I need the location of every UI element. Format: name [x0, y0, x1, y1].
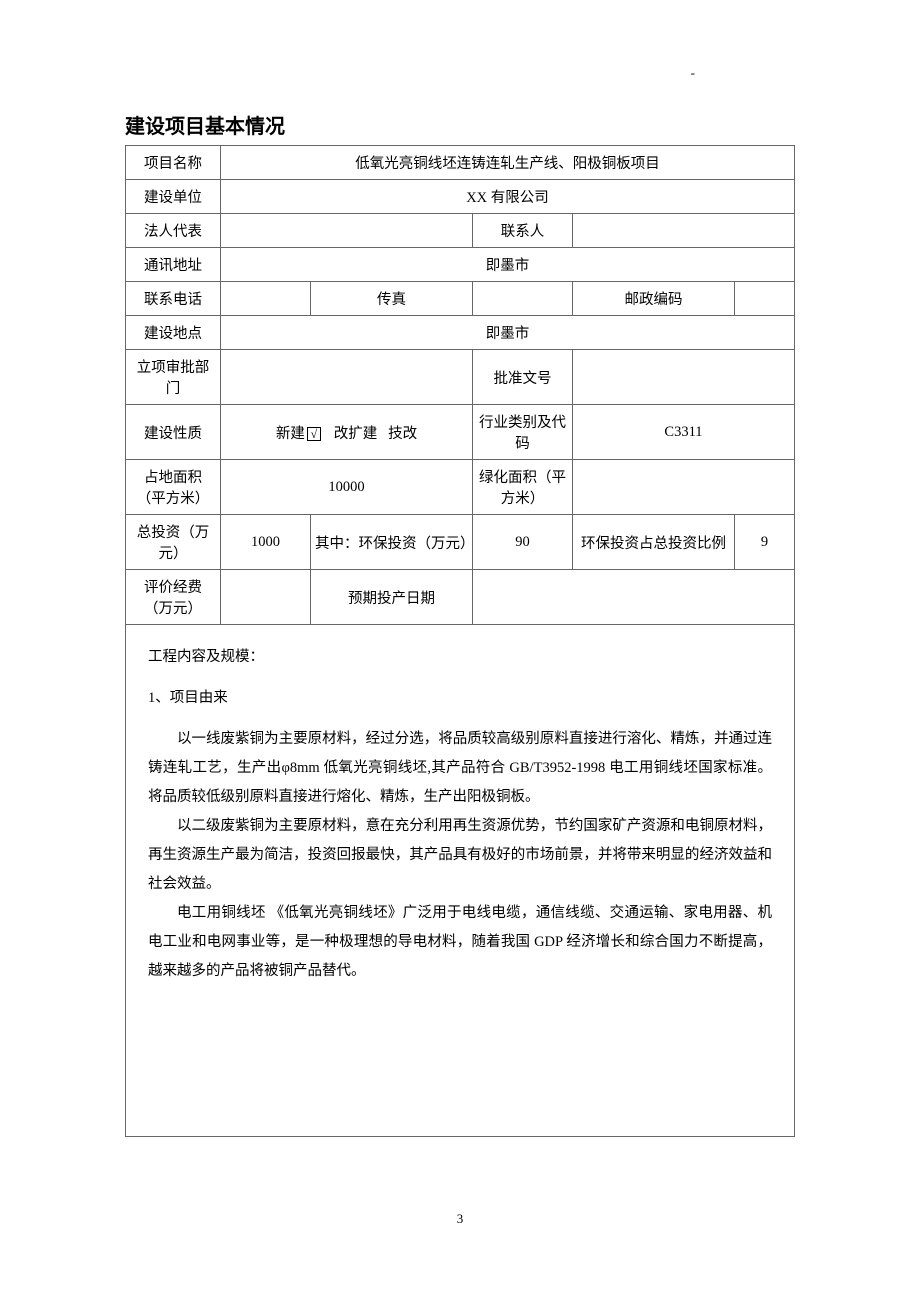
table-row: 立项审批部门 批准文号 — [126, 350, 795, 405]
value-env-invest: 90 — [473, 515, 573, 570]
label-approval-doc: 批准文号 — [473, 350, 573, 405]
table-row: 联系电话 传真 邮政编码 — [126, 282, 795, 316]
label-phone: 联系电话 — [126, 282, 221, 316]
table-row: 总投资（万元） 1000 其中：环保投资（万元） 90 环保投资占总投资比例 9 — [126, 515, 795, 570]
value-eval-fee — [221, 570, 311, 625]
paragraph-1: 以一线废紫铜为主要原材料，经过分选，将品质较高级别原料直接进行溶化、精炼，并通过… — [148, 725, 772, 812]
label-total-invest: 总投资（万元） — [126, 515, 221, 570]
label-legal-rep: 法人代表 — [126, 214, 221, 248]
value-build-location: 即墨市 — [221, 316, 795, 350]
value-industry-code: C3311 — [573, 405, 795, 460]
label-contact-person: 联系人 — [473, 214, 573, 248]
content-subheading-1: 1、项目由来 — [148, 684, 772, 713]
table-row: 项目名称 低氧光亮铜线坯连铸连轧生产线、阳极铜板项目 — [126, 146, 795, 180]
label-land-area: 占地面积（平方米） — [126, 460, 221, 515]
content-heading: 工程内容及规模： — [148, 643, 772, 672]
table-row: 占地面积（平方米） 10000 绿化面积（平方米） — [126, 460, 795, 515]
value-legal-rep — [221, 214, 473, 248]
project-info-table: 项目名称 低氧光亮铜线坯连铸连轧生产线、阳极铜板项目 建设单位 XX 有限公司 … — [125, 145, 795, 625]
label-build-nature: 建设性质 — [126, 405, 221, 460]
value-fax — [473, 282, 573, 316]
label-build-location: 建设地点 — [126, 316, 221, 350]
label-project-name: 项目名称 — [126, 146, 221, 180]
value-approval-doc — [573, 350, 795, 405]
page-number: 3 — [457, 1211, 464, 1227]
label-approval-dept: 立项审批部门 — [126, 350, 221, 405]
value-prod-date — [473, 570, 795, 625]
table-row: 建设地点 即墨市 — [126, 316, 795, 350]
value-project-name: 低氧光亮铜线坯连铸连轧生产线、阳极铜板项目 — [221, 146, 795, 180]
value-construction-unit: XX 有限公司 — [221, 180, 795, 214]
value-land-area: 10000 — [221, 460, 473, 515]
checkbox-new-icon: √ — [307, 427, 321, 441]
nature-tech: 技改 — [388, 426, 417, 442]
table-row: 建设性质 新建√ 改扩建 技改 行业类别及代码 C3311 — [126, 405, 795, 460]
value-phone — [221, 282, 311, 316]
table-row: 建设单位 XX 有限公司 — [126, 180, 795, 214]
value-approval-dept — [221, 350, 473, 405]
value-postal-code — [735, 282, 795, 316]
label-postal-code: 邮政编码 — [573, 282, 735, 316]
label-industry-code: 行业类别及代码 — [473, 405, 573, 460]
value-total-invest: 1000 — [221, 515, 311, 570]
label-env-invest: 其中：环保投资（万元） — [311, 515, 473, 570]
nature-new: 新建 — [276, 426, 305, 442]
label-prod-date: 预期投产日期 — [311, 570, 473, 625]
value-address: 即墨市 — [221, 248, 795, 282]
nature-expand: 改扩建 — [334, 426, 378, 442]
table-row: 评价经费（万元） 预期投产日期 — [126, 570, 795, 625]
value-green-area — [573, 460, 795, 515]
table-row: 法人代表 联系人 — [126, 214, 795, 248]
label-construction-unit: 建设单位 — [126, 180, 221, 214]
value-env-ratio: 9 — [735, 515, 795, 570]
value-build-nature: 新建√ 改扩建 技改 — [221, 405, 473, 460]
label-address: 通讯地址 — [126, 248, 221, 282]
label-fax: 传真 — [311, 282, 473, 316]
paragraph-2: 以二级废紫铜为主要原材料，意在充分利用再生资源优势，节约国家矿产资源和电铜原材料… — [148, 812, 772, 899]
paragraph-3: 电工用铜线坯 《低氧光亮铜线坯》广泛用于电线电缆，通信线缆、交通运输、家电用器、… — [148, 899, 772, 986]
label-green-area: 绿化面积（平方米） — [473, 460, 573, 515]
section-title: 建设项目基本情况 — [125, 110, 795, 139]
label-env-ratio: 环保投资占总投资比例 — [573, 515, 735, 570]
header-mark: - — [691, 65, 695, 81]
label-eval-fee: 评价经费（万元） — [126, 570, 221, 625]
value-contact-person — [573, 214, 795, 248]
table-row: 通讯地址 即墨市 — [126, 248, 795, 282]
content-section: 工程内容及规模： 1、项目由来 以一线废紫铜为主要原材料，经过分选，将品质较高级… — [125, 625, 795, 1137]
